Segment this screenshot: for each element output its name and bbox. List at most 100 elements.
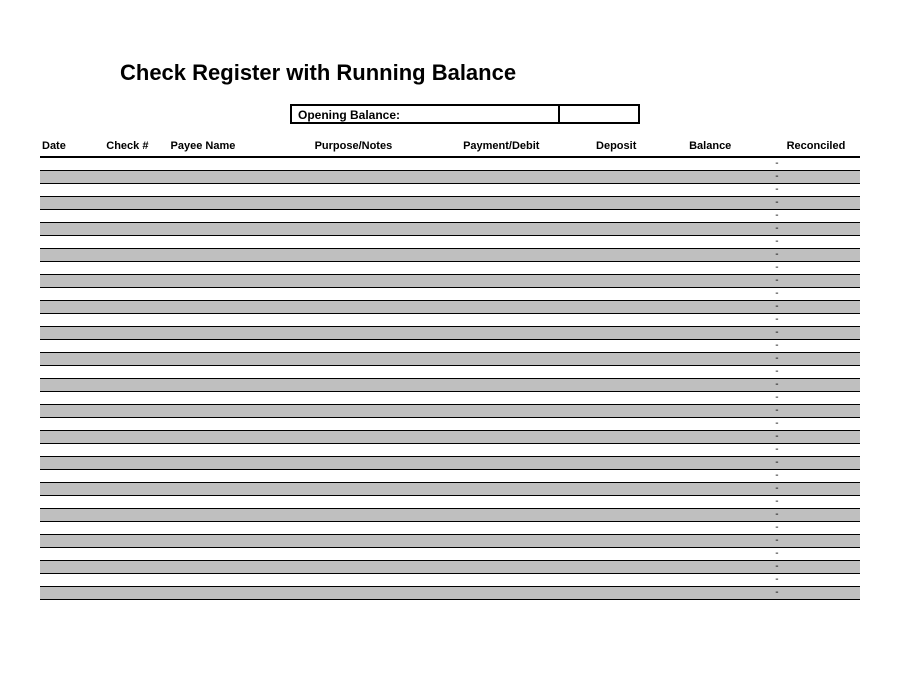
table-cell[interactable] [594, 378, 687, 391]
table-cell[interactable] [461, 248, 594, 261]
table-cell[interactable] [594, 157, 687, 170]
table-cell[interactable] [169, 248, 313, 261]
table-cell[interactable] [594, 300, 687, 313]
table-cell[interactable] [461, 287, 594, 300]
table-cell[interactable]: - [687, 443, 785, 456]
table-cell[interactable] [169, 300, 313, 313]
table-cell[interactable] [40, 183, 104, 196]
table-cell[interactable] [785, 261, 860, 274]
table-cell[interactable] [40, 482, 104, 495]
table-cell[interactable] [313, 300, 461, 313]
table-cell[interactable] [104, 573, 168, 586]
table-cell[interactable] [40, 352, 104, 365]
table-cell[interactable] [313, 521, 461, 534]
table-cell[interactable] [313, 482, 461, 495]
table-cell[interactable] [169, 222, 313, 235]
table-cell[interactable] [785, 222, 860, 235]
table-cell[interactable] [169, 352, 313, 365]
table-cell[interactable] [169, 456, 313, 469]
table-cell[interactable] [104, 495, 168, 508]
table-cell[interactable] [40, 508, 104, 521]
table-cell[interactable] [461, 352, 594, 365]
table-cell[interactable] [313, 274, 461, 287]
table-cell[interactable]: - [687, 209, 785, 222]
table-cell[interactable] [785, 170, 860, 183]
table-cell[interactable] [40, 430, 104, 443]
table-cell[interactable] [313, 443, 461, 456]
table-cell[interactable] [594, 326, 687, 339]
table-cell[interactable] [313, 261, 461, 274]
table-cell[interactable] [461, 547, 594, 560]
table-cell[interactable] [40, 313, 104, 326]
table-cell[interactable] [785, 495, 860, 508]
table-cell[interactable] [594, 417, 687, 430]
table-cell[interactable]: - [687, 404, 785, 417]
table-cell[interactable] [785, 482, 860, 495]
table-cell[interactable] [104, 534, 168, 547]
table-cell[interactable]: - [687, 300, 785, 313]
table-cell[interactable] [461, 573, 594, 586]
table-cell[interactable] [785, 209, 860, 222]
table-cell[interactable] [169, 404, 313, 417]
table-cell[interactable] [169, 274, 313, 287]
table-cell[interactable] [40, 261, 104, 274]
table-cell[interactable] [313, 469, 461, 482]
table-cell[interactable] [40, 417, 104, 430]
table-cell[interactable] [104, 521, 168, 534]
table-cell[interactable] [313, 313, 461, 326]
table-cell[interactable] [594, 560, 687, 573]
table-cell[interactable] [785, 586, 860, 599]
table-cell[interactable] [461, 339, 594, 352]
table-cell[interactable] [104, 586, 168, 599]
table-cell[interactable] [461, 495, 594, 508]
table-cell[interactable] [169, 534, 313, 547]
table-cell[interactable] [104, 547, 168, 560]
table-cell[interactable] [40, 547, 104, 560]
table-cell[interactable] [594, 547, 687, 560]
table-cell[interactable] [594, 482, 687, 495]
table-cell[interactable]: - [687, 287, 785, 300]
table-cell[interactable] [40, 586, 104, 599]
table-cell[interactable] [461, 157, 594, 170]
table-cell[interactable]: - [687, 378, 785, 391]
table-cell[interactable] [461, 404, 594, 417]
table-cell[interactable]: - [687, 521, 785, 534]
table-cell[interactable] [461, 482, 594, 495]
table-cell[interactable] [104, 196, 168, 209]
table-cell[interactable] [785, 365, 860, 378]
table-cell[interactable] [169, 443, 313, 456]
table-cell[interactable] [313, 326, 461, 339]
table-cell[interactable] [594, 404, 687, 417]
table-cell[interactable] [594, 534, 687, 547]
table-cell[interactable]: - [687, 430, 785, 443]
table-cell[interactable] [40, 274, 104, 287]
table-cell[interactable] [594, 365, 687, 378]
table-cell[interactable] [169, 547, 313, 560]
table-cell[interactable]: - [687, 586, 785, 599]
table-cell[interactable] [313, 534, 461, 547]
table-cell[interactable]: - [687, 196, 785, 209]
table-cell[interactable] [40, 521, 104, 534]
table-cell[interactable]: - [687, 222, 785, 235]
table-cell[interactable] [104, 339, 168, 352]
table-cell[interactable] [313, 508, 461, 521]
table-cell[interactable] [104, 170, 168, 183]
table-cell[interactable] [785, 183, 860, 196]
table-cell[interactable] [169, 261, 313, 274]
table-cell[interactable] [40, 235, 104, 248]
table-cell[interactable] [785, 521, 860, 534]
table-cell[interactable] [313, 378, 461, 391]
table-cell[interactable] [169, 326, 313, 339]
table-cell[interactable] [40, 209, 104, 222]
table-cell[interactable] [313, 456, 461, 469]
table-cell[interactable] [594, 196, 687, 209]
table-cell[interactable] [785, 573, 860, 586]
table-cell[interactable] [785, 235, 860, 248]
table-cell[interactable] [594, 287, 687, 300]
table-cell[interactable] [104, 326, 168, 339]
table-cell[interactable]: - [687, 326, 785, 339]
table-cell[interactable] [594, 573, 687, 586]
table-cell[interactable] [594, 495, 687, 508]
table-cell[interactable] [104, 469, 168, 482]
table-cell[interactable] [104, 209, 168, 222]
